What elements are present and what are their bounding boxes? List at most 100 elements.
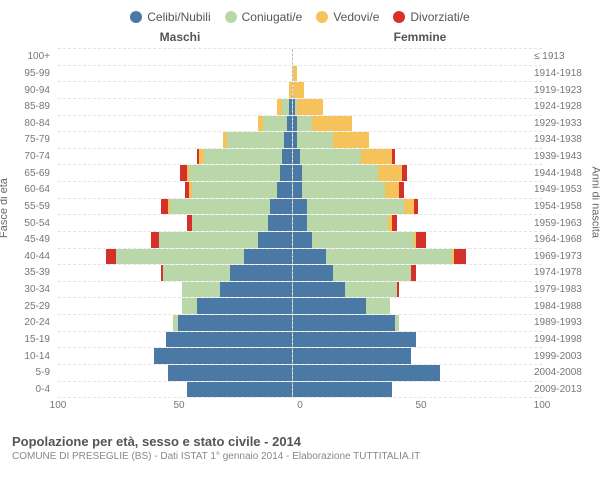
bar-female [292, 149, 531, 165]
segment [293, 315, 395, 331]
bar-pair [54, 249, 530, 265]
segment [189, 165, 279, 181]
pyramid-row: 10-141999-2003 [58, 348, 542, 365]
legend-item: Vedovi/e [316, 10, 379, 24]
year-label: 2004-2008 [530, 365, 586, 381]
bar-male [54, 82, 292, 98]
bar-pair [54, 82, 530, 98]
segment [168, 365, 292, 381]
age-label: 50-54 [14, 215, 54, 231]
segment [178, 315, 292, 331]
pyramid-row: 15-191994-1998 [58, 332, 542, 349]
x-tick: 100 [50, 400, 67, 411]
x-axis: 10050050100 [58, 400, 542, 418]
pyramid-row: 35-391974-1978 [58, 265, 542, 282]
segment [244, 249, 292, 265]
segment [297, 116, 311, 132]
bar-male [54, 249, 292, 265]
segment [333, 132, 369, 148]
year-label: 1914-1918 [530, 66, 586, 82]
year-label: 1944-1948 [530, 165, 586, 181]
x-tick: 100 [534, 400, 551, 411]
segment [282, 149, 292, 165]
year-label: 1974-1978 [530, 265, 586, 281]
bar-male [54, 365, 292, 381]
bar-pair [54, 116, 530, 132]
year-label: 1984-1988 [530, 298, 586, 314]
segment [326, 249, 452, 265]
segment [293, 298, 367, 314]
pyramid-row: 5-92004-2008 [58, 365, 542, 382]
segment [159, 232, 259, 248]
bar-female [292, 315, 531, 331]
segment [182, 282, 220, 298]
bar-male [54, 99, 292, 115]
segment [402, 165, 407, 181]
header-male: Maschi [60, 30, 300, 44]
segment [166, 332, 292, 348]
age-label: 0-4 [14, 382, 54, 398]
segment [297, 99, 323, 115]
segment [293, 149, 300, 165]
bar-female [292, 348, 531, 364]
age-label: 95-99 [14, 66, 54, 82]
year-label: 1939-1943 [530, 149, 586, 165]
age-label: 90-94 [14, 82, 54, 98]
age-label: 35-39 [14, 265, 54, 281]
age-label: 80-84 [14, 116, 54, 132]
bar-female [292, 99, 531, 115]
bar-male [54, 282, 292, 298]
pyramid-row: 55-591954-1958 [58, 199, 542, 216]
pyramid-row: 85-891924-1928 [58, 99, 542, 116]
bar-male [54, 132, 292, 148]
chart-title: Popolazione per età, sesso e stato civil… [12, 434, 588, 449]
bar-female [292, 232, 531, 248]
bar-male [54, 49, 292, 65]
year-label: 1994-1998 [530, 332, 586, 348]
year-label: 1964-1968 [530, 232, 586, 248]
age-label: 70-74 [14, 149, 54, 165]
segment [293, 249, 326, 265]
bar-pair [54, 365, 530, 381]
segment [293, 265, 333, 281]
pyramid-row: 65-691944-1948 [58, 165, 542, 182]
segment [312, 116, 352, 132]
bar-pair [54, 282, 530, 298]
segment [361, 149, 392, 165]
pyramid-rows: 100+≤ 191395-991914-191890-941919-192385… [58, 48, 542, 398]
bar-male [54, 315, 292, 331]
year-label: 1989-1993 [530, 315, 586, 331]
bar-female [292, 332, 531, 348]
segment [293, 348, 412, 364]
bar-pair [54, 298, 530, 314]
segment [399, 182, 404, 198]
segment [293, 365, 440, 381]
year-label: 1979-1983 [530, 282, 586, 298]
pyramid-row: 20-241989-1993 [58, 315, 542, 332]
age-label: 25-29 [14, 298, 54, 314]
pyramid-row: 95-991914-1918 [58, 66, 542, 83]
pyramid-row: 45-491964-1968 [58, 232, 542, 249]
segment [293, 282, 345, 298]
legend-label: Vedovi/e [333, 10, 379, 24]
pyramid-row: 25-291984-1988 [58, 298, 542, 315]
bar-female [292, 49, 531, 65]
pyramid-row: 0-42009-2013 [58, 382, 542, 399]
segment [366, 298, 390, 314]
bar-female [292, 82, 531, 98]
age-label: 20-24 [14, 315, 54, 331]
bar-pair [54, 149, 530, 165]
legend-item: Divorziati/e [393, 10, 469, 24]
year-label: 1999-2003 [530, 348, 586, 364]
segment [197, 298, 292, 314]
segment [154, 348, 292, 364]
bar-pair [54, 315, 530, 331]
bar-male [54, 232, 292, 248]
age-label: 85-89 [14, 99, 54, 115]
pyramid-row: 30-341979-1983 [58, 282, 542, 299]
chart-subtitle: COMUNE DI PRESEGLIE (BS) - Dati ISTAT 1°… [12, 451, 588, 462]
bar-male [54, 165, 292, 181]
segment [293, 199, 307, 215]
bar-male [54, 149, 292, 165]
segment [416, 232, 426, 248]
